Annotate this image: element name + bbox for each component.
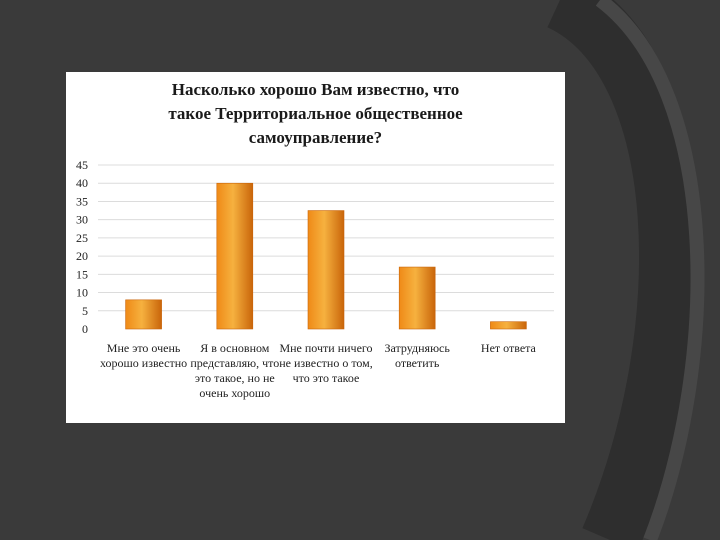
bar (125, 299, 162, 330)
category-label: Я в основном представляю, что это такое,… (190, 341, 280, 400)
y-tick-label: 30 (76, 213, 88, 227)
category-label: Нет ответа (480, 341, 536, 355)
y-tick-label: 25 (76, 231, 88, 245)
category-label: Мне почти ничего не известно о том, что … (279, 341, 373, 385)
y-tick-label: 15 (76, 267, 88, 281)
y-tick-label: 20 (76, 249, 88, 263)
bar (307, 210, 345, 330)
y-tick-label: 40 (76, 176, 88, 190)
bar (398, 266, 436, 330)
chart-panel: Насколько хорошо Вам известно, что такое… (66, 72, 565, 423)
y-tick-label: 10 (76, 286, 88, 300)
category-label: Затрудняюсь ответить (384, 341, 450, 370)
chart-title: Насколько хорошо Вам известно, что такое… (66, 78, 565, 150)
bar-chart: 0 5 10 15 20 25 30 35 40 45 (76, 158, 554, 336)
bar (216, 182, 254, 330)
category-label: Мне это очень хорошо известно (100, 341, 188, 370)
chart-title-line: такое Территориальное общественное (168, 104, 463, 123)
y-tick-label: 35 (76, 194, 88, 208)
y-tick-label: 45 (76, 158, 88, 172)
chart-title-line: самоуправление? (248, 128, 383, 147)
bar (490, 321, 527, 330)
chart-title-line: Насколько хорошо Вам известно, что (171, 80, 460, 99)
y-tick-label: 0 (82, 322, 88, 336)
y-tick-label: 5 (82, 304, 88, 318)
